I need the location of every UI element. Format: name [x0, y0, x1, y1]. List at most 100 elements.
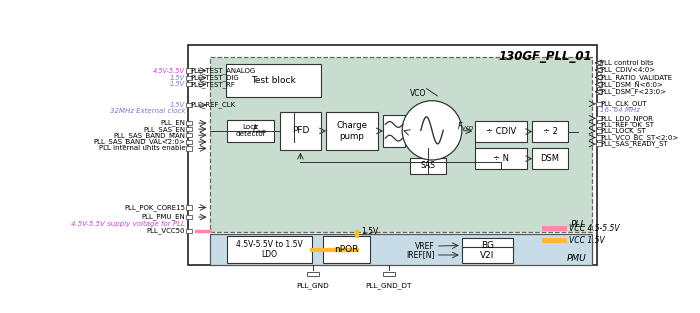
Bar	[596, 68, 602, 72]
Text: PLL_CLK_OUT: PLL_CLK_OUT	[600, 100, 647, 107]
Bar	[228, 236, 312, 263]
Text: 16- 64 MHz: 16- 64 MHz	[600, 107, 640, 113]
Text: 1.5V: 1.5V	[170, 75, 185, 81]
Text: $F_{osc}$: $F_{osc}$	[252, 124, 268, 136]
Text: PLL_VCO_BC_ST<2:0>: PLL_VCO_BC_ST<2:0>	[600, 134, 678, 141]
Bar	[383, 115, 405, 147]
Bar	[596, 75, 602, 80]
Text: PLL_PMU_EN: PLL_PMU_EN	[141, 214, 185, 220]
Bar	[532, 121, 568, 142]
Bar	[186, 127, 192, 131]
Bar	[542, 238, 566, 243]
Bar	[186, 140, 192, 144]
Bar	[280, 112, 321, 150]
Text: PLL_GND: PLL_GND	[296, 282, 329, 289]
Bar	[186, 121, 192, 125]
Bar	[209, 234, 592, 265]
Bar	[226, 64, 321, 97]
Bar	[542, 226, 566, 231]
Bar	[596, 82, 602, 87]
Bar	[596, 142, 602, 146]
Text: PLL_CDIV<4:0>: PLL_CDIV<4:0>	[600, 67, 655, 74]
Text: PLL_GND_DT: PLL_GND_DT	[365, 282, 412, 289]
Bar	[596, 136, 602, 140]
Text: $F_{VCO}$: $F_{VCO}$	[458, 120, 475, 132]
Text: nPOR: nPOR	[335, 245, 358, 254]
Text: PLL_REF_CLK: PLL_REF_CLK	[190, 102, 236, 108]
Text: PLL_LOCK_ST: PLL_LOCK_ST	[600, 128, 646, 135]
Bar	[326, 112, 378, 150]
Text: VCC 1.5V: VCC 1.5V	[569, 236, 605, 245]
Text: Test block: Test block	[251, 76, 295, 85]
Text: V2I: V2I	[480, 251, 495, 259]
Text: VCC 4.5-5.5V: VCC 4.5-5.5V	[569, 224, 620, 233]
Bar	[532, 148, 568, 169]
Bar	[596, 129, 602, 133]
Text: SAS: SAS	[421, 162, 435, 170]
Text: PLL_LDO_NPOR: PLL_LDO_NPOR	[600, 115, 653, 122]
Bar	[596, 116, 602, 121]
Bar	[307, 272, 319, 276]
Text: PLL: PLL	[571, 220, 587, 229]
Text: ÷ 2: ÷ 2	[542, 127, 557, 136]
Bar	[596, 123, 602, 127]
Bar	[475, 148, 527, 169]
Bar	[186, 229, 192, 233]
Text: 32MHz External clock: 32MHz External clock	[110, 108, 185, 114]
Text: PLL_DSM_F<23:0>: PLL_DSM_F<23:0>	[600, 88, 666, 95]
Text: PLL_RATIO_VALIDATE: PLL_RATIO_VALIDATE	[600, 74, 672, 81]
Bar	[186, 215, 192, 219]
Text: 4.5V-5.5V to 1.5V
LDO: 4.5V-5.5V to 1.5V LDO	[236, 240, 303, 259]
Bar	[596, 61, 602, 65]
Text: PLL_EN: PLL_EN	[160, 120, 185, 126]
Bar	[475, 121, 527, 142]
Text: ÷ N: ÷ N	[494, 154, 509, 163]
Text: PLL_SAS_EN: PLL_SAS_EN	[143, 126, 185, 132]
Text: DSM: DSM	[540, 154, 559, 163]
Text: PLL_VCC50: PLL_VCC50	[146, 228, 185, 234]
Bar	[228, 120, 274, 142]
Bar	[410, 158, 445, 174]
Text: VREF: VREF	[415, 242, 435, 250]
Ellipse shape	[402, 101, 462, 160]
Text: 1.5V: 1.5V	[170, 102, 185, 108]
Bar	[186, 146, 192, 151]
Bar	[186, 133, 192, 137]
Text: PLL_TEST_ANALOG: PLL_TEST_ANALOG	[190, 67, 256, 74]
Bar	[323, 236, 370, 263]
Text: 4.5V-5.5V supply voltage for PLL: 4.5V-5.5V supply voltage for PLL	[71, 221, 185, 228]
Text: 130GF_PLL_01: 130GF_PLL_01	[498, 50, 592, 63]
Text: PLL_SAS_BAND_VAL<2:0>: PLL_SAS_BAND_VAL<2:0>	[93, 139, 185, 145]
Text: PLL_SAS_BAND_MAN: PLL_SAS_BAND_MAN	[113, 132, 185, 139]
Bar	[383, 272, 395, 276]
Text: PLL_DSM_N<6:0>: PLL_DSM_N<6:0>	[600, 81, 663, 88]
Bar	[186, 82, 192, 86]
Text: Lock
detector: Lock detector	[235, 125, 266, 137]
Text: PLL control bits: PLL control bits	[600, 60, 654, 66]
Text: IREF[N]: IREF[N]	[406, 250, 435, 259]
Text: PLL_REF_OK_ST: PLL_REF_OK_ST	[600, 121, 654, 128]
Bar	[186, 205, 192, 210]
Text: 4.5V-5.5V: 4.5V-5.5V	[153, 68, 185, 74]
Text: 1.5V: 1.5V	[170, 81, 185, 87]
Text: PLL_TEST_DIG: PLL_TEST_DIG	[190, 74, 239, 81]
Bar	[462, 247, 513, 263]
Text: PLL_SAS_READY_ST: PLL_SAS_READY_ST	[600, 141, 668, 147]
Bar	[596, 102, 602, 106]
Bar	[596, 90, 602, 94]
Bar	[462, 238, 513, 253]
Text: Charge
pump: Charge pump	[337, 121, 368, 141]
Text: PMU: PMU	[567, 254, 587, 263]
Bar	[186, 69, 192, 73]
Text: PLL_TEST_RF: PLL_TEST_RF	[190, 81, 235, 88]
Text: PFD: PFD	[292, 126, 309, 136]
Text: 1.5V: 1.5V	[361, 227, 379, 236]
Text: BG: BG	[481, 241, 494, 250]
Bar	[209, 57, 592, 232]
Bar	[186, 76, 192, 80]
Bar	[188, 45, 597, 265]
Text: PLL_POK_CORE15: PLL_POK_CORE15	[124, 204, 185, 211]
Text: ÷ CDIV: ÷ CDIV	[486, 127, 517, 136]
Bar	[186, 103, 192, 107]
Text: PLL internal units enable: PLL internal units enable	[99, 146, 185, 151]
